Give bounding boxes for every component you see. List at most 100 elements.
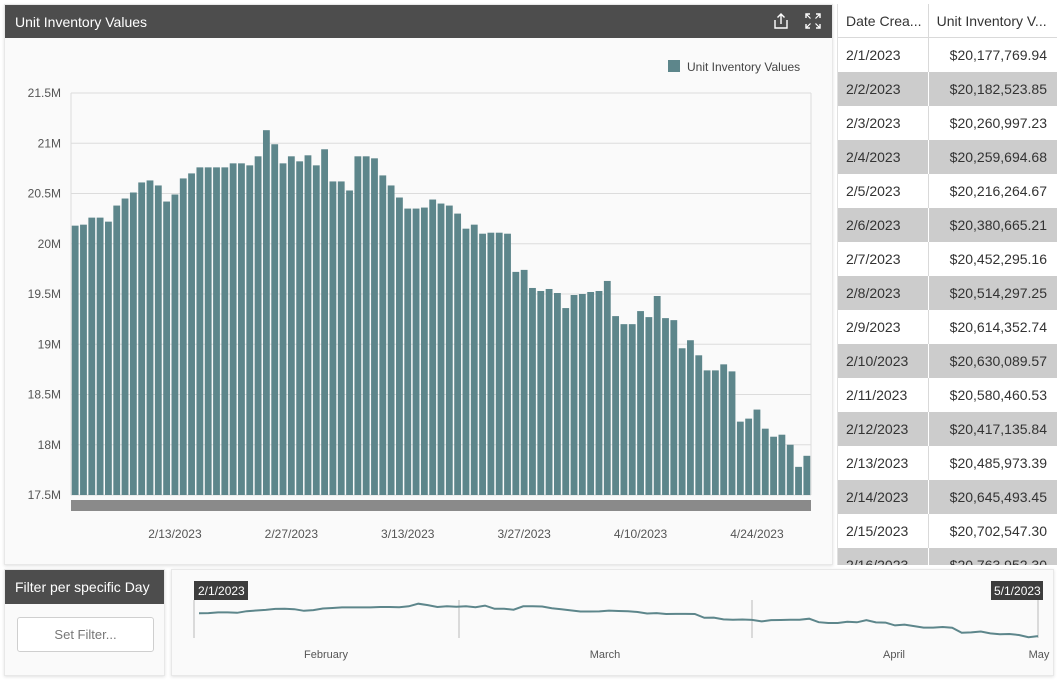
bar[interactable] bbox=[396, 197, 403, 495]
table-row[interactable]: 2/9/2023 $20,614,352.74 bbox=[838, 310, 1057, 344]
bar[interactable] bbox=[71, 225, 79, 495]
table-row[interactable]: 2/6/2023 $20,380,665.21 bbox=[838, 208, 1057, 242]
table-row[interactable]: 2/13/2023 $20,485,973.39 bbox=[838, 446, 1057, 480]
bar[interactable] bbox=[404, 208, 412, 495]
bar[interactable] bbox=[138, 182, 146, 495]
bar[interactable] bbox=[121, 198, 129, 495]
bar[interactable] bbox=[188, 173, 195, 495]
fullscreen-icon[interactable] bbox=[804, 12, 822, 30]
bar[interactable] bbox=[88, 217, 96, 495]
table-row[interactable]: 2/10/2023 $20,630,089.57 bbox=[838, 344, 1057, 378]
bar[interactable] bbox=[670, 320, 678, 495]
bar[interactable] bbox=[570, 295, 578, 495]
bar[interactable] bbox=[504, 233, 511, 495]
set-filter-button[interactable]: Set Filter... bbox=[17, 617, 154, 652]
range-selector[interactable]: 2/1/2023 5/1/2023 February March April May bbox=[172, 570, 1053, 675]
bar[interactable] bbox=[196, 167, 204, 495]
bar[interactable] bbox=[96, 217, 104, 495]
bar[interactable] bbox=[412, 208, 420, 495]
table-row[interactable]: 2/7/2023 $20,452,295.16 bbox=[838, 242, 1057, 276]
bar[interactable] bbox=[595, 290, 603, 495]
table-row[interactable]: 2/15/2023 $20,702,547.30 bbox=[838, 514, 1057, 548]
bar[interactable] bbox=[129, 192, 137, 495]
table-row[interactable]: 2/16/2023 $20,763,952.30 bbox=[838, 548, 1057, 565]
bar[interactable] bbox=[487, 232, 495, 495]
bar[interactable] bbox=[171, 194, 179, 495]
bar[interactable] bbox=[312, 165, 320, 496]
bar[interactable] bbox=[337, 181, 345, 495]
bar[interactable] bbox=[628, 324, 636, 495]
bar[interactable] bbox=[154, 185, 162, 495]
bar[interactable] bbox=[238, 163, 245, 495]
bar[interactable] bbox=[329, 181, 337, 495]
bar[interactable] bbox=[204, 167, 212, 495]
bar[interactable] bbox=[279, 163, 287, 495]
table-row[interactable]: 2/12/2023 $20,417,135.84 bbox=[838, 412, 1057, 446]
bar[interactable] bbox=[695, 355, 703, 495]
bar[interactable] bbox=[703, 370, 711, 495]
bar[interactable] bbox=[296, 161, 304, 495]
table-row[interactable]: 2/5/2023 $20,216,264.67 bbox=[838, 174, 1057, 208]
bar[interactable] bbox=[529, 287, 536, 495]
bar[interactable] bbox=[553, 292, 561, 495]
bar[interactable] bbox=[454, 213, 462, 495]
bar[interactable] bbox=[520, 269, 528, 495]
bar[interactable] bbox=[803, 455, 811, 495]
export-icon[interactable] bbox=[772, 12, 790, 30]
bar[interactable] bbox=[587, 291, 595, 495]
bar[interactable] bbox=[645, 317, 653, 495]
bar[interactable] bbox=[720, 364, 728, 495]
bar[interactable] bbox=[770, 436, 777, 495]
bar[interactable] bbox=[470, 224, 478, 495]
bar[interactable] bbox=[246, 165, 254, 496]
table-row[interactable]: 2/11/2023 $20,580,460.53 bbox=[838, 378, 1057, 412]
bar[interactable] bbox=[445, 205, 453, 495]
table-row[interactable]: 2/1/2023 $20,177,769.94 bbox=[838, 38, 1057, 72]
bar[interactable] bbox=[537, 290, 545, 495]
bar[interactable] bbox=[354, 156, 362, 495]
bar[interactable] bbox=[562, 308, 570, 495]
bar[interactable] bbox=[495, 232, 503, 495]
bar[interactable] bbox=[653, 296, 661, 495]
bar[interactable] bbox=[221, 167, 229, 495]
bar[interactable] bbox=[80, 224, 87, 495]
bar[interactable] bbox=[687, 340, 694, 495]
bar[interactable] bbox=[662, 318, 669, 495]
bar[interactable] bbox=[429, 199, 437, 495]
bar[interactable] bbox=[271, 144, 279, 495]
bar[interactable] bbox=[728, 371, 736, 495]
bar[interactable] bbox=[545, 288, 553, 495]
bar[interactable] bbox=[437, 203, 445, 496]
bar[interactable] bbox=[745, 418, 753, 495]
bar[interactable] bbox=[761, 428, 769, 495]
bar[interactable] bbox=[387, 185, 395, 495]
bar[interactable] bbox=[346, 190, 353, 496]
column-header-date[interactable]: Date Crea... bbox=[838, 4, 929, 37]
bar[interactable] bbox=[262, 130, 270, 495]
bar[interactable] bbox=[620, 324, 628, 495]
bar[interactable] bbox=[179, 178, 187, 496]
bar[interactable] bbox=[371, 158, 378, 495]
bar[interactable] bbox=[362, 156, 370, 495]
bar[interactable] bbox=[795, 466, 802, 495]
column-header-value[interactable]: Unit Inventory V... bbox=[936, 12, 1047, 29]
bar[interactable] bbox=[603, 280, 611, 495]
bar[interactable] bbox=[778, 434, 786, 495]
table-row[interactable]: 2/4/2023 $20,259,694.68 bbox=[838, 140, 1057, 174]
bar[interactable] bbox=[612, 316, 620, 495]
bar[interactable] bbox=[213, 167, 220, 495]
bar[interactable] bbox=[379, 175, 387, 495]
bar[interactable] bbox=[113, 205, 121, 495]
bar[interactable] bbox=[736, 421, 744, 495]
chart-scrollbar[interactable] bbox=[71, 500, 811, 511]
bar[interactable] bbox=[105, 221, 112, 495]
bar[interactable] bbox=[479, 233, 486, 495]
bar[interactable] bbox=[229, 163, 237, 495]
bar[interactable] bbox=[578, 294, 586, 495]
bar[interactable] bbox=[711, 370, 719, 495]
table-row[interactable]: 2/8/2023 $20,514,297.25 bbox=[838, 276, 1057, 310]
bar[interactable] bbox=[146, 180, 154, 495]
bar[interactable] bbox=[304, 155, 312, 495]
bar[interactable] bbox=[753, 409, 761, 495]
bar[interactable] bbox=[163, 201, 171, 496]
